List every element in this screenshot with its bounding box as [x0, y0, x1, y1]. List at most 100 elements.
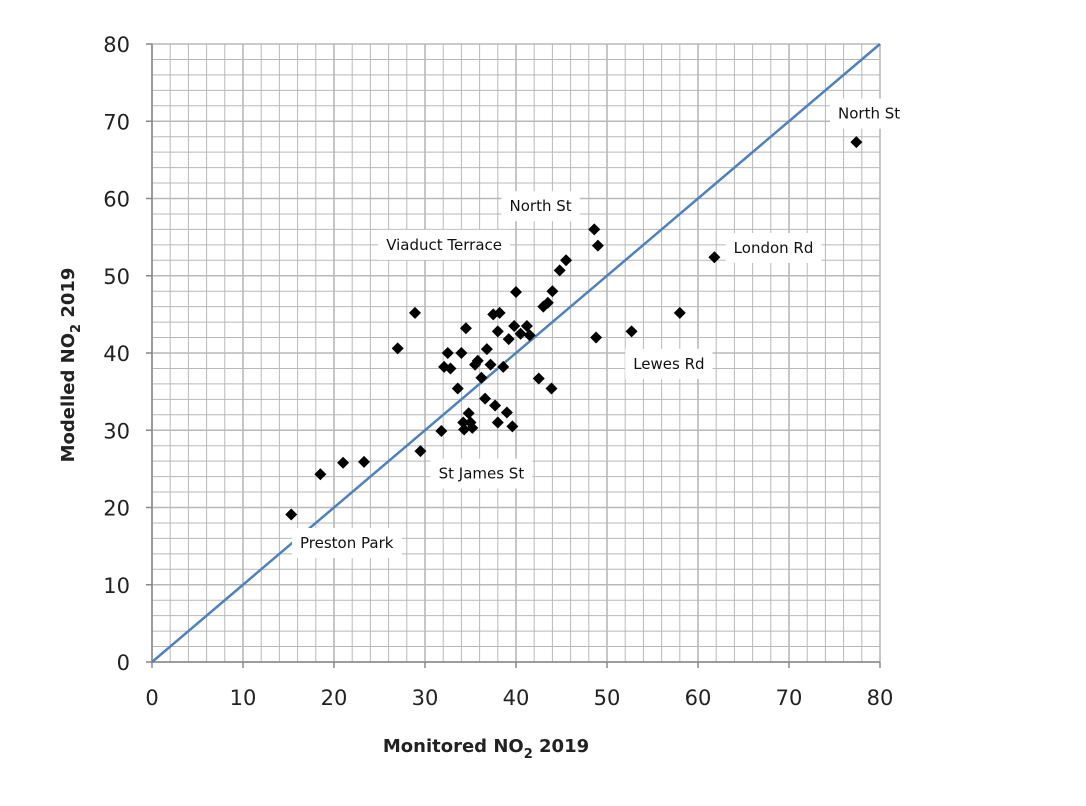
data-point [462, 407, 475, 420]
y-tick-label: 60 [103, 188, 130, 212]
y-axis-title-main: Modelled NO [58, 333, 79, 462]
reference-line [151, 43, 881, 663]
x-axis-title-main: Monitored NO [383, 736, 524, 757]
data-point [435, 425, 448, 438]
data-point [479, 392, 492, 405]
data-point [358, 455, 371, 468]
annotations: North St North St Viaduct Terrace London Rd… [292, 98, 909, 559]
annotation: Preston Park [292, 528, 402, 559]
data-point [520, 319, 533, 332]
y-tick-label: 0 [117, 651, 130, 675]
y-tick-label: 50 [103, 265, 130, 289]
annotation: North St [830, 98, 909, 129]
y-tick-label: 10 [103, 574, 130, 598]
axes [146, 43, 881, 668]
data-point [391, 342, 404, 355]
x-tick-label: 30 [412, 686, 439, 710]
data-point [471, 354, 484, 367]
data-point [491, 416, 504, 429]
annotation-label: Preston Park [300, 534, 394, 552]
data-point [500, 406, 513, 419]
annotation-background [501, 191, 580, 222]
data-points [285, 136, 863, 521]
annotation-background [430, 458, 533, 489]
x-tick-label: 20 [321, 686, 348, 710]
data-point [459, 322, 472, 335]
data-point [506, 420, 519, 433]
data-point [590, 331, 603, 344]
data-point [491, 325, 504, 338]
annotation-background [725, 232, 822, 263]
annotation: Viaduct Terrace [378, 229, 511, 260]
data-point [546, 285, 559, 298]
data-point [560, 254, 573, 267]
x-tick-label: 70 [776, 686, 803, 710]
data-point [850, 136, 863, 149]
data-point [510, 285, 522, 298]
annotation-background [625, 348, 713, 379]
annotation-label: Lewes Rd [633, 355, 704, 373]
y-axis-title-sub: 2 [69, 324, 84, 333]
annotation: London Rd [725, 232, 822, 263]
data-point [497, 360, 510, 373]
y-tick-label: 80 [103, 33, 130, 57]
data-point [489, 399, 502, 412]
data-point [553, 264, 566, 277]
y-axis-title-tail: 2019 [58, 268, 79, 324]
data-point [475, 371, 488, 384]
annotation-label: North St [510, 197, 572, 215]
x-tick-label: 40 [503, 686, 530, 710]
data-point [285, 508, 298, 521]
annotation-label: Viaduct Terrace [386, 236, 502, 254]
data-point [508, 319, 521, 332]
y-tick-label: 30 [103, 419, 130, 443]
x-axis-title-tail: 2019 [533, 736, 589, 757]
y-tick-label: 70 [103, 110, 130, 134]
y-tick-label: 40 [103, 342, 130, 366]
data-point [455, 347, 468, 359]
annotation: St James St [430, 458, 533, 489]
data-point [337, 456, 350, 469]
annotation: Lewes Rd [625, 348, 713, 379]
data-point [588, 223, 601, 236]
data-point [673, 306, 686, 319]
data-point [493, 306, 506, 319]
data-point [708, 251, 721, 264]
data-point [451, 382, 464, 395]
data-point [480, 343, 493, 356]
x-axis-title-sub: 2 [524, 747, 533, 762]
data-point [484, 358, 497, 371]
data-point [466, 421, 479, 434]
x-tick-label: 50 [594, 686, 621, 710]
data-point [514, 327, 527, 340]
data-point [458, 423, 471, 436]
annotation-background [292, 528, 402, 559]
annotation-background [378, 229, 511, 260]
data-point [625, 325, 638, 338]
data-point [444, 362, 457, 375]
data-point [408, 306, 421, 319]
annotation-label: London Rd [734, 239, 814, 257]
x-tick-label: 80 [867, 686, 894, 710]
data-point [591, 239, 604, 252]
data-point [502, 333, 515, 346]
x-tick-label: 0 [145, 686, 158, 710]
data-point [441, 347, 454, 359]
tick-labels: 0 10 20 30 40 50 60 70 80 0 10 20 30 40 50 60 70 80 [103, 33, 893, 710]
annotation-label: St James St [439, 465, 525, 483]
data-point [532, 372, 545, 385]
data-point [414, 445, 427, 458]
data-point [457, 416, 470, 429]
annotation-label: North St [838, 105, 900, 123]
annotation: North St [501, 191, 580, 222]
data-point [545, 382, 558, 395]
data-point [541, 296, 554, 309]
x-tick-label: 10 [230, 686, 257, 710]
y-tick-label: 20 [103, 497, 130, 521]
x-axis-title: Monitored NO2 2019 [383, 736, 589, 762]
data-point [314, 468, 327, 481]
y-axis-title: Modelled NO2 2019 [58, 268, 84, 463]
x-tick-label: 60 [685, 686, 712, 710]
data-point [523, 329, 536, 342]
